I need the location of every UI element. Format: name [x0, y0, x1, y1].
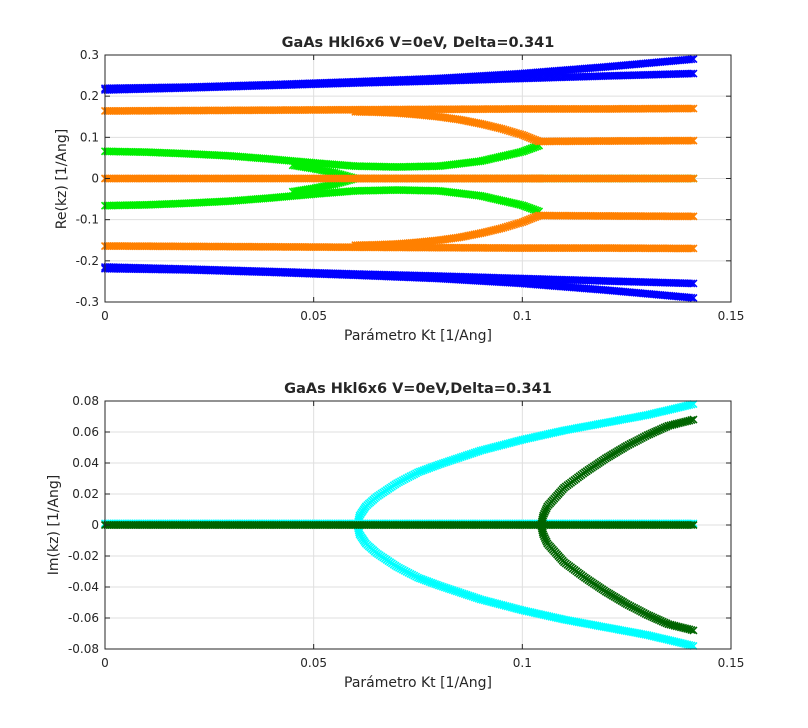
re-kz-title: GaAs Hkl6x6 V=0eV, Delta=0.341: [282, 35, 555, 51]
re-kz-series-16: [351, 174, 544, 183]
re-kz-series-10-point: [687, 244, 696, 253]
im-kz-ytick-label: 0.06: [72, 425, 99, 439]
re-kz-series-11-point: [687, 174, 696, 183]
re-kz-series-1: [100, 69, 698, 95]
re-kz-xtick-label: 0: [101, 309, 109, 323]
im-kz-ticks: 0 0.05 0.1 0.15 -0.08 -0.06 -0.04 -0.02 0 0.02 0.0…: [68, 394, 744, 670]
re-kz-series-15-point: [689, 212, 698, 221]
im-kz-plot: 0 0.05 0.1 0.15 -0.08 -0.06 -0.04 -0.02 0 0.02 0.0…: [46, 381, 744, 691]
im-kz-xtick-label: 0.1: [513, 656, 532, 670]
im-kz-series-3-point: [687, 520, 696, 530]
re-kz-series-14-point: [687, 136, 696, 145]
re-kz-series-1-point: [687, 69, 696, 78]
im-kz-ytick-label: -0.04: [68, 580, 99, 594]
re-kz-ytick-label: -0.2: [76, 254, 99, 268]
im-kz-series-3: [100, 520, 698, 530]
im-kz-series-4-point: [689, 415, 698, 424]
re-kz-series-14: [534, 136, 698, 146]
re-kz-plot: 0 0.05 0.1 0.15 -0.3 -0.2 -0.1 0 0.1 0.2 0.3 GaAs …: [54, 35, 744, 344]
re-kz-series-16-point: [534, 174, 544, 183]
re-kz-series-14-point: [689, 136, 698, 145]
im-kz-marks: [100, 400, 698, 650]
re-kz-series-0-point: [687, 55, 696, 64]
re-kz-ytick-label: 0.2: [80, 89, 99, 103]
re-kz-series-9-point: [689, 104, 698, 113]
re-kz-xtick-label: 0.1: [513, 309, 532, 323]
im-kz-xtick-label: 0.05: [300, 656, 327, 670]
im-kz-title: GaAs Hkl6x6 V=0eV,Delta=0.341: [284, 381, 552, 397]
re-kz-xlabel: Parámetro Kt [1/Ang]: [344, 328, 492, 344]
re-kz-ytick-label: -0.3: [76, 295, 99, 309]
im-kz-series-2-point: [687, 641, 696, 650]
im-kz-series-5-point: [689, 626, 698, 635]
re-kz-series-0-point: [689, 55, 698, 64]
im-kz-ytick-label: 0: [91, 518, 99, 532]
re-kz-series-3-point: [687, 279, 696, 288]
re-kz-series-2-point: [687, 293, 696, 302]
re-kz-series-2-point: [689, 293, 698, 302]
im-kz-ytick-label: 0.08: [72, 394, 99, 408]
im-kz-series-1-point: [689, 400, 698, 409]
re-kz-series-1-point: [689, 69, 698, 78]
im-kz-series-3-point: [689, 520, 698, 530]
re-kz-xtick-label: 0.15: [718, 309, 745, 323]
re-kz-ytick-label: 0.1: [80, 130, 99, 144]
im-kz-series-5: [537, 520, 698, 635]
re-kz-series-5: [100, 185, 544, 216]
re-kz-ylabel: Re(kz) [1/Ang]: [54, 129, 70, 229]
im-kz-xlabel: Parámetro Kt [1/Ang]: [344, 675, 492, 691]
im-kz-ytick-label: -0.08: [68, 642, 99, 656]
im-kz-ytick-label: 0.02: [72, 487, 99, 501]
re-kz-ytick-label: 0: [91, 172, 99, 186]
re-kz-ticks: 0 0.05 0.1 0.15 -0.3 -0.2 -0.1 0 0.1 0.2 0.3: [76, 48, 745, 323]
re-kz-ytick-label: -0.1: [76, 213, 99, 227]
im-kz-series-1: [353, 400, 698, 530]
im-kz-series-4: [537, 415, 698, 530]
im-kz-series-4-point: [687, 416, 696, 425]
im-kz-series-2-point: [689, 641, 698, 650]
re-kz-series-16-point: [532, 174, 542, 183]
im-kz-xtick-label: 0: [101, 656, 109, 670]
im-kz-series-2: [353, 520, 698, 650]
im-kz-ylabel: Im(kz) [1/Ang]: [46, 475, 62, 575]
re-kz-ytick-label: 0.3: [80, 48, 99, 62]
re-kz-series-13: [351, 211, 544, 250]
re-kz-series-7: [288, 174, 360, 196]
im-kz-series-1-point: [687, 400, 696, 409]
re-kz-series-12: [351, 107, 544, 146]
re-kz-series-10-point: [689, 244, 698, 253]
re-kz-series-11-point: [689, 174, 698, 183]
re-kz-marks: [100, 55, 698, 302]
re-kz-xtick-label: 0.05: [300, 309, 327, 323]
re-kz-series-3: [100, 262, 698, 288]
re-kz-series-15: [534, 211, 698, 221]
re-kz-series-3-point: [689, 279, 698, 288]
re-kz-series-4: [100, 141, 544, 172]
im-kz-series-5-point: [687, 625, 696, 634]
re-kz-series-9: [100, 104, 698, 116]
im-kz-xtick-label: 0.15: [718, 656, 745, 670]
re-kz-series-9-point: [687, 104, 696, 113]
re-kz-series-15-point: [687, 212, 696, 221]
im-kz-ytick-label: -0.02: [68, 549, 99, 563]
im-kz-ytick-label: 0.04: [72, 456, 99, 470]
im-kz-ytick-label: -0.06: [68, 611, 99, 625]
